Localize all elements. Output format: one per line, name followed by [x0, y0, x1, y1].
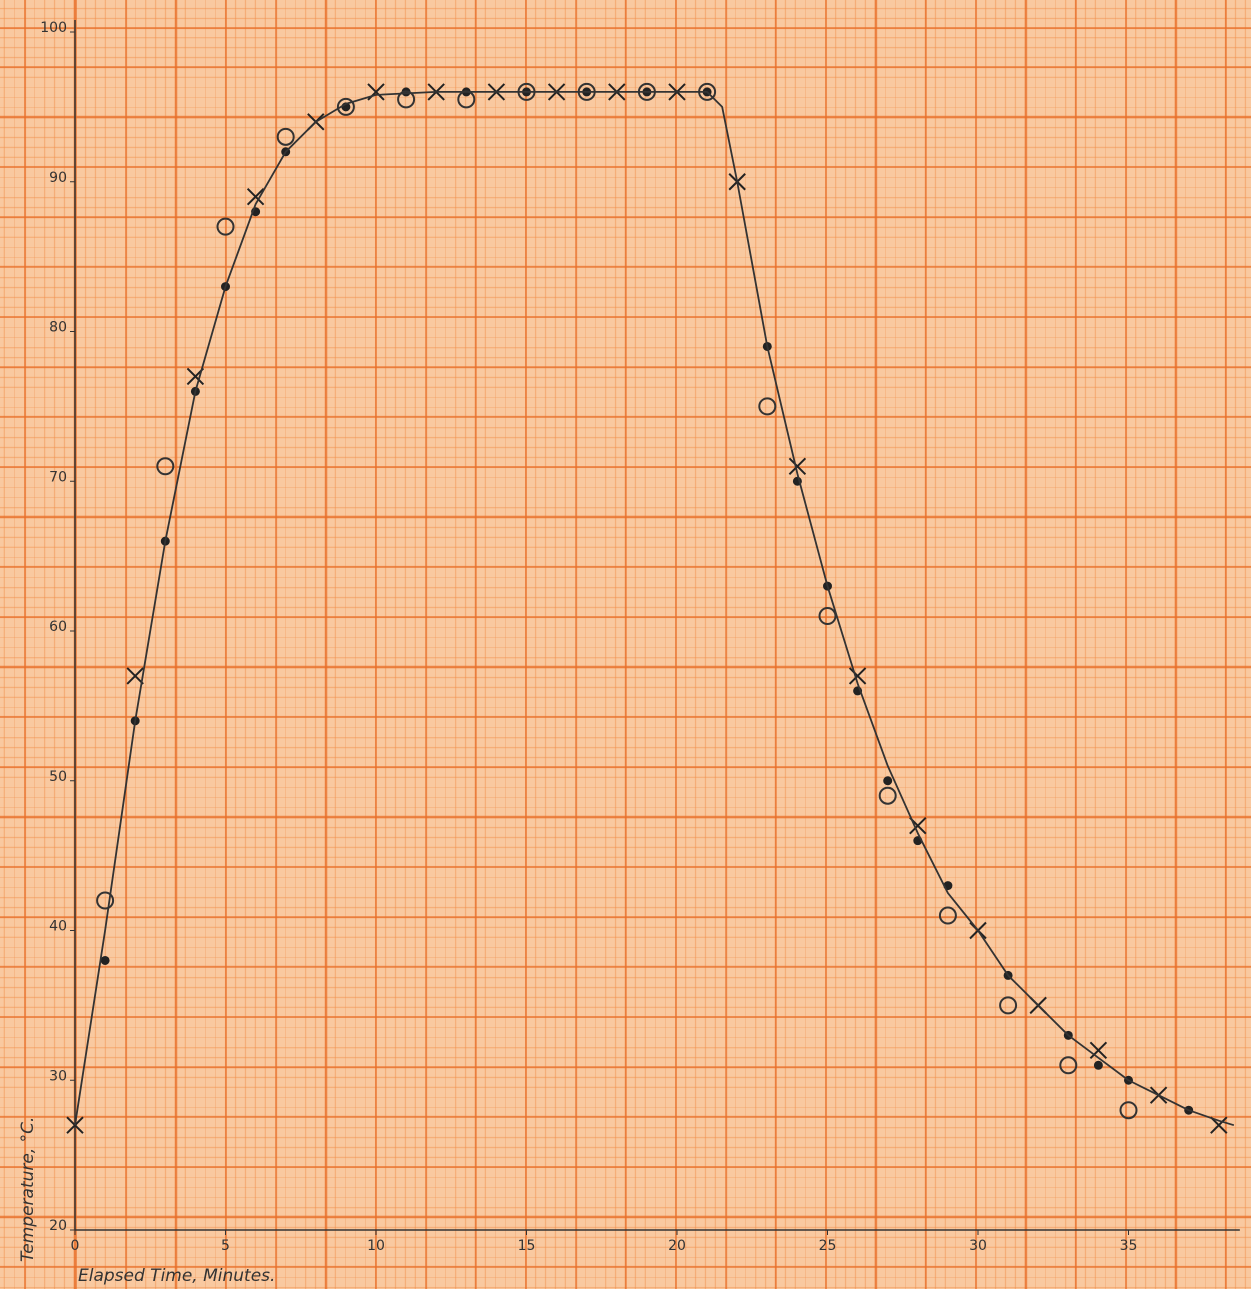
x-tick-label: 30 — [969, 1238, 987, 1254]
x-tick-label: 20 — [668, 1238, 686, 1254]
circle-point — [1119, 1101, 1138, 1120]
x-tick-label: 15 — [518, 1238, 536, 1254]
circle-point — [1059, 1056, 1078, 1075]
y-axis-label: Temperature, °C. — [18, 1117, 38, 1262]
circle-point — [336, 97, 355, 116]
y-tick-label: 30 — [49, 1068, 67, 1084]
cross-point — [848, 667, 867, 685]
circle-point — [758, 397, 777, 416]
dot-point — [883, 776, 893, 786]
x-tick-label: 5 — [221, 1238, 230, 1254]
x-tick-label: 0 — [71, 1238, 80, 1254]
circle-point — [216, 217, 235, 236]
x-tick-label: 25 — [819, 1238, 837, 1254]
circle-point — [878, 786, 897, 805]
x-tick-label: 35 — [1120, 1238, 1138, 1254]
cross-point — [246, 188, 265, 206]
y-tick-label: 90 — [49, 170, 67, 186]
cross-point — [1210, 1116, 1228, 1134]
cross-point — [788, 457, 807, 475]
cross-point — [126, 667, 144, 685]
y-tick-label: 80 — [49, 320, 67, 336]
dot-point — [1093, 1060, 1103, 1070]
y-tick-label: 40 — [49, 919, 67, 935]
circle-point — [96, 891, 115, 910]
y-tick-label: 70 — [49, 469, 67, 485]
cross-point — [66, 1116, 84, 1134]
dot-point — [100, 955, 110, 965]
y-tick-label: 20 — [49, 1218, 67, 1234]
circle-point — [938, 906, 957, 925]
circle-point — [999, 996, 1018, 1015]
y-tick-label: 50 — [49, 769, 67, 785]
cross-point — [1089, 1041, 1108, 1060]
fitted-curve — [74, 91, 1235, 1127]
y-tick-label: 100 — [40, 20, 67, 36]
x-axis-label: Elapsed Time, Minutes. — [78, 1266, 275, 1286]
y-tick-label: 60 — [49, 619, 67, 635]
circle-point — [818, 607, 837, 626]
circle-point — [156, 457, 175, 476]
circle-point — [276, 127, 295, 146]
circle-point — [397, 90, 416, 109]
x-tick-label: 10 — [367, 1238, 385, 1254]
